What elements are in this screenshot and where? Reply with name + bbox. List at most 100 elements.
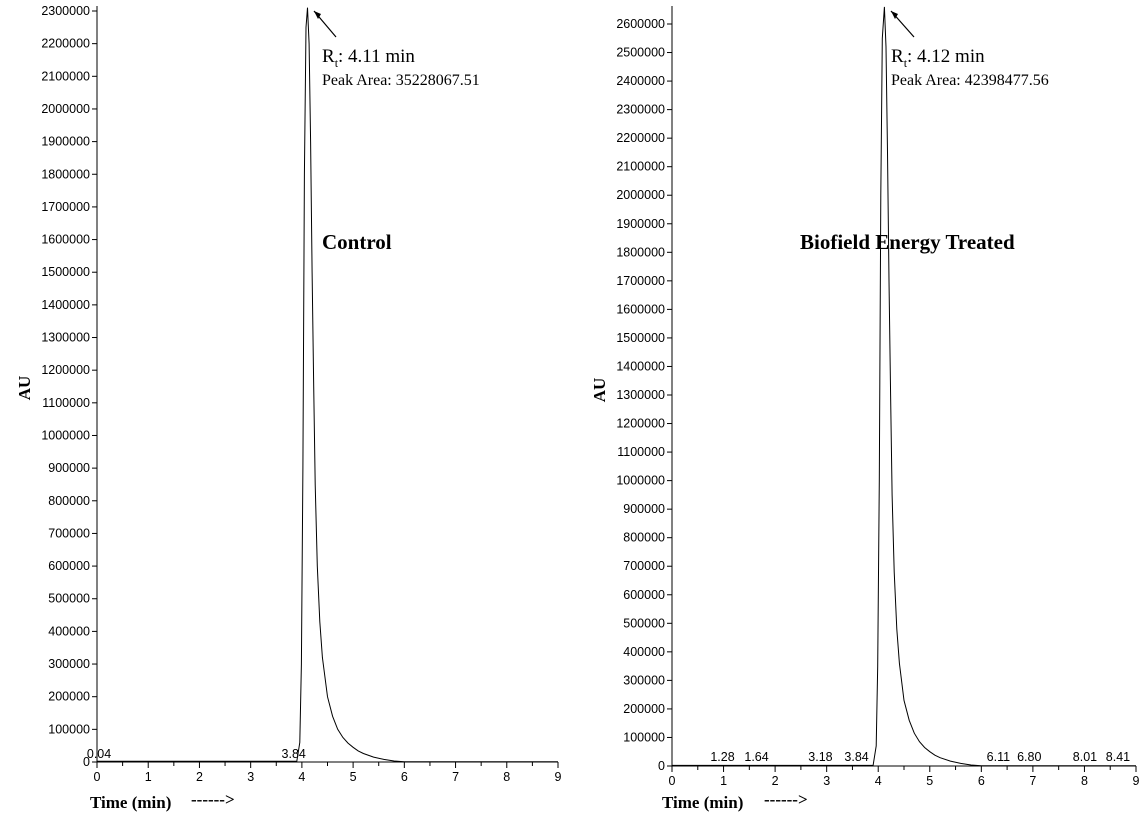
treated-trace <box>672 6 1136 767</box>
control-y-tick-label: 1400000 <box>41 298 90 312</box>
treated-x-tick-label: 6 <box>978 774 985 788</box>
control-x-tick-label: 0 <box>94 770 101 784</box>
treated-y-tick-label: 2500000 <box>616 46 665 60</box>
treated-y-ticks: 0 100000 200000 300000 400000 500000 600000 700… <box>616 17 672 773</box>
treated-peak-arrow-head <box>891 11 898 19</box>
control-y-tick-label: 1600000 <box>41 233 90 247</box>
control-x-tick-label: 3 <box>247 770 254 784</box>
control-y-tick-label: 800000 <box>48 494 90 508</box>
control-x-tick-label: 7 <box>452 770 459 784</box>
control-peak-label: 3.84 <box>282 747 306 761</box>
control-x-tick-label: 4 <box>298 770 305 784</box>
control-x-axis-label: Time (min) <box>90 793 171 812</box>
treated-x-tick-label: 1 <box>720 774 727 788</box>
control-y-tick-label: 2100000 <box>41 69 90 83</box>
treated-y-tick-label: 500000 <box>623 616 665 630</box>
treated-title: Biofield Energy Treated <box>800 230 1015 254</box>
treated-x-axis-arrow: ------> <box>764 790 808 809</box>
control-y-tick-label: 1100000 <box>42 396 90 410</box>
treated-y-tick-label: 800000 <box>623 531 665 545</box>
treated-peak-label: 1.28 <box>710 750 734 764</box>
treated-y-tick-label: 1100000 <box>617 445 665 459</box>
treated-y-tick-label: 1700000 <box>616 274 665 288</box>
control-y-tick-label: 2000000 <box>41 102 90 116</box>
control-y-ticks: 0 100000 200000 300000 400000 500000 600000 700… <box>41 4 97 769</box>
control-y-tick-label: 1300000 <box>41 331 90 345</box>
treated-peak-labels: 1.28 1.64 3.18 3.84 6.11 6.80 8.01 8.41 <box>710 750 1130 764</box>
control-y-tick-label: 1000000 <box>41 428 90 442</box>
control-y-tick-label: 700000 <box>48 526 90 540</box>
treated-x-tick-label: 2 <box>772 774 779 788</box>
treated-axes <box>671 6 1136 767</box>
treated-peak-label: 6.11 <box>987 750 1010 764</box>
treated-peak-label: 1.64 <box>744 750 768 764</box>
treated-y-tick-label: 1400000 <box>616 359 665 373</box>
treated-x-tick-label: 3 <box>823 774 830 788</box>
control-x-tick-label: 2 <box>196 770 203 784</box>
control-y-tick-label: 400000 <box>48 624 90 638</box>
treated-x-tick-label: 7 <box>1029 774 1036 788</box>
control-y-tick-label: 1700000 <box>41 200 90 214</box>
control-y-tick-label: 2200000 <box>41 37 90 51</box>
treated-y-tick-label: 1300000 <box>616 388 665 402</box>
control-y-tick-label: 500000 <box>48 592 90 606</box>
control-peak-arrow-head <box>314 11 321 19</box>
treated-x-tick-label: 9 <box>1133 774 1140 788</box>
control-y-tick-label: 600000 <box>48 559 90 573</box>
treated-y-tick-label: 1000000 <box>616 474 665 488</box>
control-x-tick-label: 8 <box>503 770 510 784</box>
treated-x-tick-label: 0 <box>669 774 676 788</box>
treated-y-tick-label: 200000 <box>623 702 665 716</box>
control-x-tick-label: 6 <box>401 770 408 784</box>
control-x-tick-label: 9 <box>555 770 562 784</box>
control-peak-area: Peak Area: 35228067.51 <box>322 72 480 89</box>
treated-y-tick-label: 2400000 <box>616 74 665 88</box>
control-peak-label: 0.04 <box>87 747 111 761</box>
treated-peak-label: 6.80 <box>1017 750 1041 764</box>
treated-x-ticks: 0 1 2 3 4 5 6 7 8 9 <box>669 766 1140 788</box>
control-trace <box>97 7 558 763</box>
treated-y-tick-label: 600000 <box>623 588 665 602</box>
control-x-ticks: 0 1 2 3 4 5 6 7 8 9 <box>94 762 562 784</box>
control-y-tick-label: 1500000 <box>41 265 90 279</box>
treated-y-tick-label: 1900000 <box>616 217 665 231</box>
panel-control: 0100000200000300000400000500000600000700… <box>15 4 562 812</box>
control-y-axis-label: AU <box>15 376 34 401</box>
treated-x-tick-label: 5 <box>926 774 933 788</box>
treated-rt-prefix: R <box>891 46 904 67</box>
treated-rt-label: Rt: 4.12 min <box>891 46 985 70</box>
control-axes <box>96 6 558 763</box>
control-rt-label: Rt: 4.11 min <box>322 46 415 70</box>
treated-y-tick-label: 2300000 <box>616 103 665 117</box>
treated-peak-label: 3.84 <box>844 750 868 764</box>
control-rt-prefix: R <box>322 46 335 67</box>
treated-rt-sub: t <box>904 56 908 70</box>
control-y-tick-label: 0 <box>83 755 90 769</box>
control-y-tick-label: 300000 <box>48 657 90 671</box>
control-y-tick-label: 2300000 <box>41 4 90 18</box>
control-y-tick-label: 900000 <box>48 461 90 475</box>
treated-y-axis-label: AU <box>590 378 609 403</box>
control-y-tick-label: 1800000 <box>41 167 90 181</box>
treated-y-tick-label: 1500000 <box>616 331 665 345</box>
treated-y-tick-label: 100000 <box>623 730 665 744</box>
treated-y-tick-label: 2100000 <box>616 160 665 174</box>
treated-x-tick-label: 8 <box>1081 774 1088 788</box>
control-y-tick-label: 200000 <box>48 690 90 704</box>
treated-x-tick-label: 4 <box>875 774 882 788</box>
panel-treated: 0100000200000300000400000500000600000700… <box>590 6 1140 812</box>
treated-y-tick-label: 1800000 <box>616 245 665 259</box>
control-x-tick-label: 5 <box>350 770 357 784</box>
treated-y-tick-label: 300000 <box>623 673 665 687</box>
treated-y-tick-label: 1600000 <box>616 302 665 316</box>
control-rt-value: : 4.11 min <box>338 46 415 67</box>
treated-y-tick-label: 700000 <box>623 559 665 573</box>
control-rt-sub: t <box>335 56 339 70</box>
treated-rt-value: : 4.12 min <box>907 46 985 67</box>
control-y-tick-label: 1200000 <box>41 363 90 377</box>
control-title: Control <box>322 230 392 254</box>
control-x-axis-arrow: ------> <box>191 790 235 809</box>
treated-peak-label: 8.41 <box>1106 750 1130 764</box>
treated-y-tick-label: 2200000 <box>616 131 665 145</box>
